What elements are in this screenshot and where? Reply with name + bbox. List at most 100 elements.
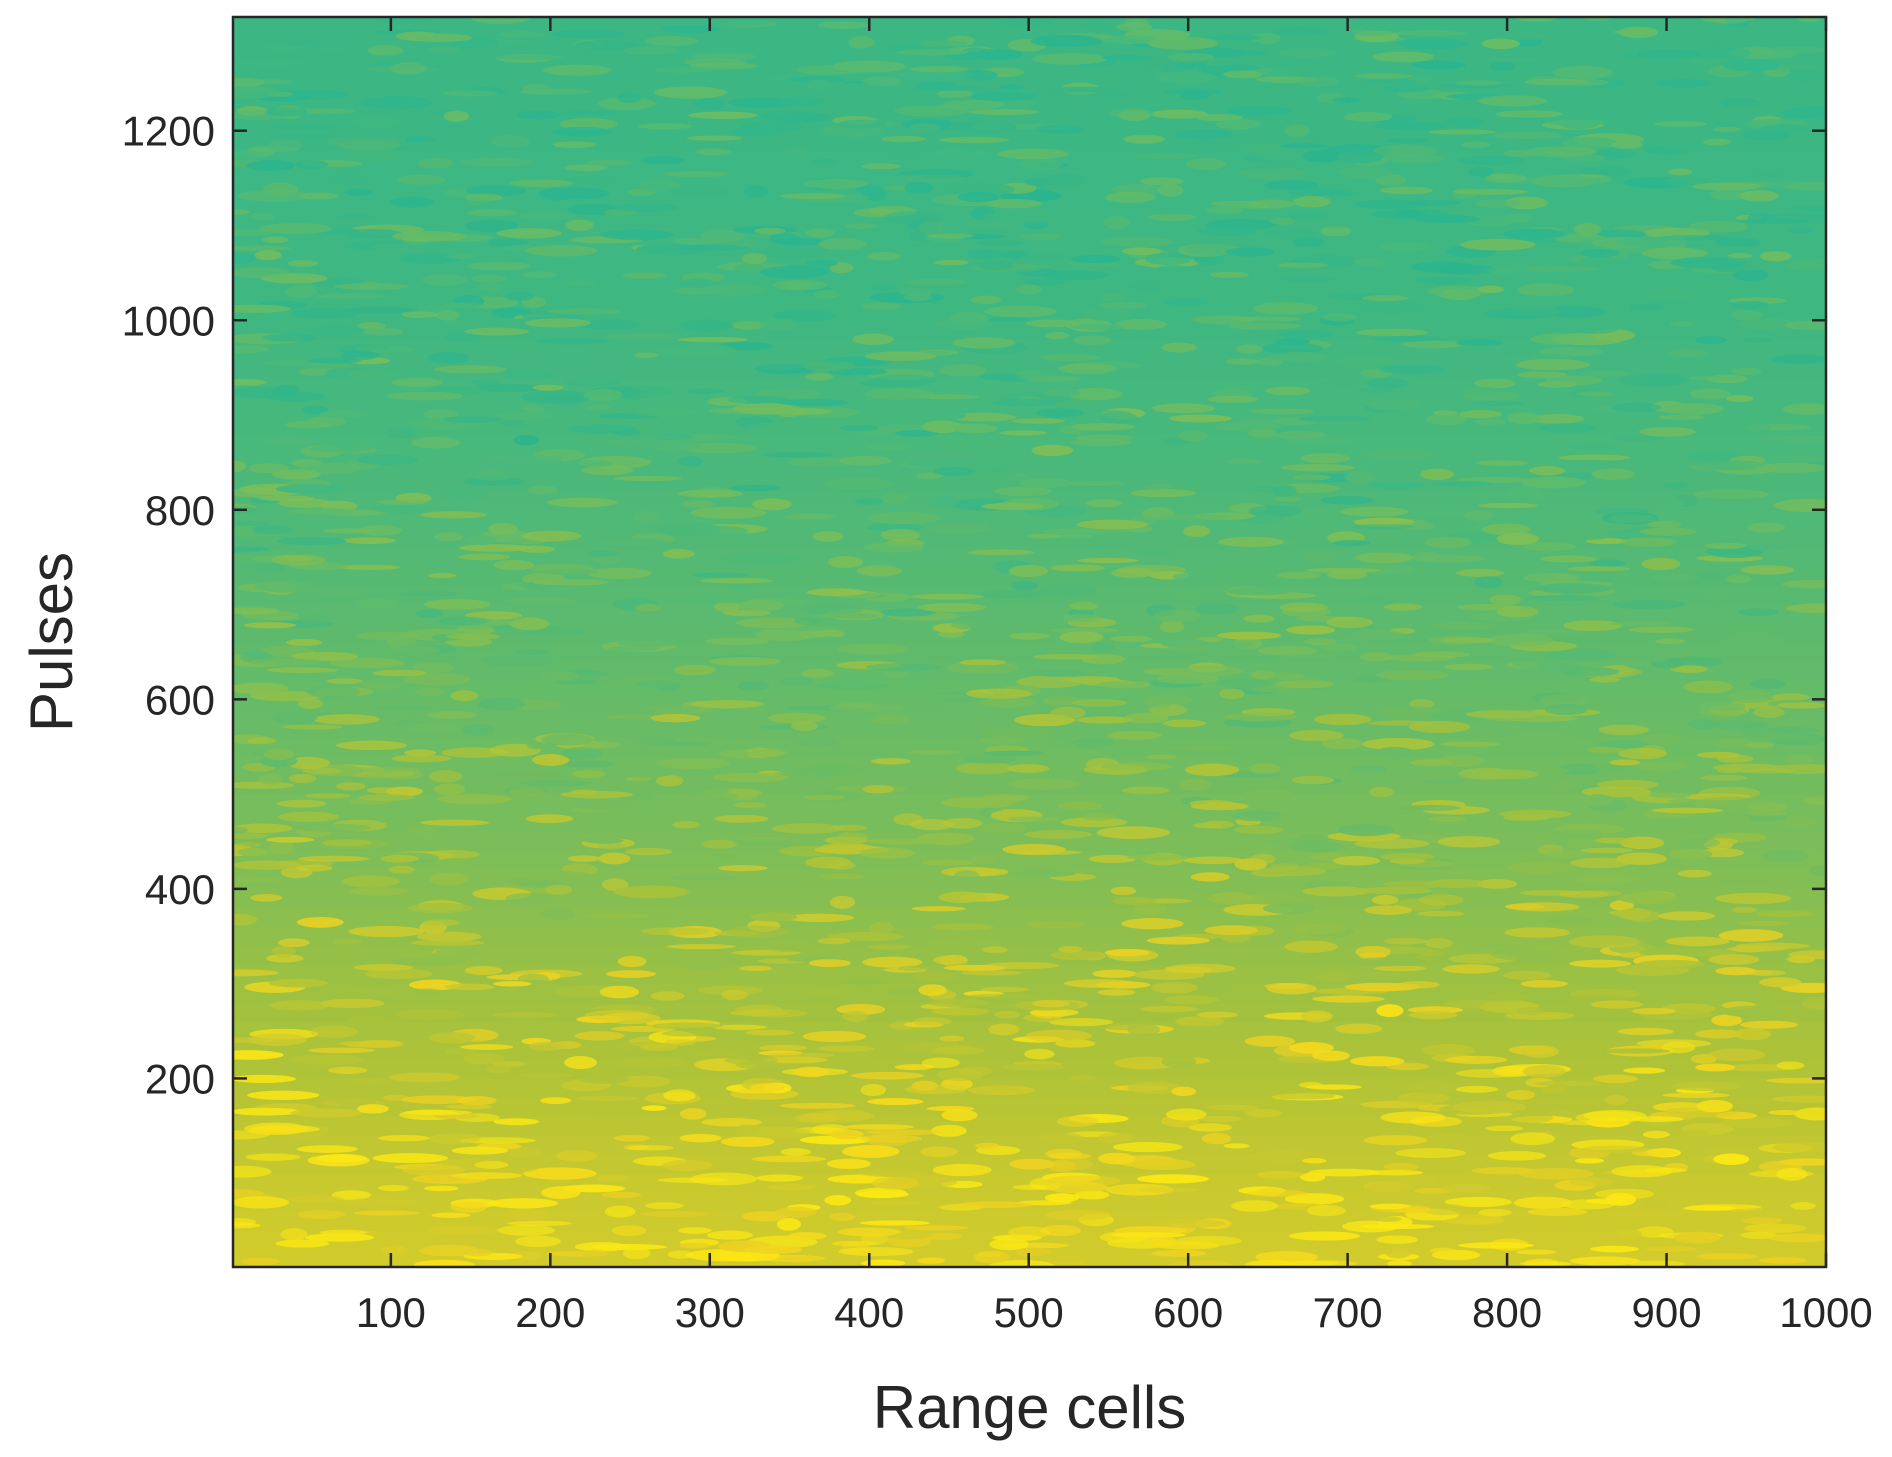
heatmap-streak [1164, 995, 1219, 1005]
heatmap-streak [1352, 957, 1428, 967]
heatmap-streak [1728, 101, 1787, 114]
heatmap-streak [1374, 965, 1427, 972]
heatmap-streak [1489, 61, 1516, 72]
heatmap-streak [983, 211, 1058, 223]
heatmap-streak [1521, 1045, 1559, 1058]
heatmap-streak [1592, 290, 1634, 296]
heatmap-streak [611, 1225, 647, 1237]
heatmap-streak [481, 654, 555, 667]
heatmap-streak [1379, 706, 1444, 719]
heatmap-streak [1380, 853, 1436, 861]
heatmap-streak [941, 1109, 978, 1122]
heatmap-streak [933, 259, 969, 266]
heatmap-streak [233, 860, 302, 870]
heatmap-streak [1210, 34, 1263, 41]
heatmap-streak [1134, 152, 1200, 160]
heatmap-streak [427, 710, 478, 720]
heatmap-streak [560, 790, 634, 799]
heatmap-streak [1420, 468, 1455, 481]
heatmap-streak [1437, 754, 1485, 768]
heatmap-streak [254, 250, 282, 261]
heatmap-streak [1638, 948, 1707, 957]
heatmap-streak [1029, 669, 1088, 677]
heatmap-streak [263, 435, 315, 447]
heatmap-streak [1312, 995, 1385, 1003]
heatmap-streak [755, 628, 815, 642]
heatmap-streak [706, 1230, 754, 1240]
heatmap-streak [680, 244, 748, 251]
heatmap-streak [427, 573, 457, 579]
heatmap-streak [1594, 837, 1633, 844]
heatmap-streak [998, 84, 1025, 91]
heatmap-streak [1350, 524, 1415, 530]
heatmap-image [233, 17, 1826, 1267]
heatmap-streak [747, 749, 784, 757]
heatmap-streak [286, 756, 330, 770]
heatmap-streak [1408, 1010, 1458, 1020]
heatmap-streak [1593, 507, 1650, 515]
heatmap-streak [838, 1247, 914, 1257]
heatmap-streak [1629, 303, 1666, 311]
heatmap-streak [1746, 522, 1786, 533]
heatmap-streak [662, 1159, 713, 1172]
heatmap-streak [1255, 1251, 1319, 1264]
heatmap-streak [748, 421, 819, 432]
heatmap-streak [989, 1238, 1029, 1251]
heatmap-streak [1183, 525, 1211, 538]
heatmap-streak [1025, 319, 1078, 328]
heatmap-streak [1332, 97, 1361, 103]
heatmap-streak [1058, 945, 1083, 953]
heatmap-streak [1643, 1199, 1669, 1209]
heatmap-streak [1153, 609, 1201, 623]
heatmap-streak [1284, 124, 1310, 137]
heatmap-streak [421, 274, 468, 287]
heatmap-streak [1727, 690, 1773, 704]
heatmap-streak [416, 1176, 464, 1183]
heatmap-streak [632, 407, 698, 417]
heatmap-streak [1642, 1130, 1670, 1139]
heatmap-streak [1061, 817, 1127, 828]
heatmap-streak [1320, 496, 1374, 505]
heatmap-streak [1423, 515, 1478, 529]
heatmap-streak [464, 477, 525, 486]
heatmap-streak [496, 769, 561, 779]
heatmap-streak [1139, 1187, 1198, 1193]
heatmap-streak [263, 748, 295, 761]
heatmap-streak [1430, 1133, 1467, 1143]
heatmap-streak [1658, 414, 1705, 420]
heatmap-streak [335, 214, 375, 220]
heatmap-streak [292, 571, 354, 583]
heatmap-streak [241, 1257, 280, 1266]
heatmap-streak [466, 535, 498, 546]
heatmap-streak [949, 120, 1017, 133]
heatmap-streak [266, 954, 304, 963]
heatmap-streak [1353, 597, 1395, 605]
heatmap-streak [1371, 895, 1399, 905]
heatmap-streak [1402, 1081, 1459, 1094]
heatmap-streak [1785, 754, 1814, 765]
heatmap-streak [460, 1044, 514, 1050]
heatmap-streak [271, 469, 321, 480]
heatmap-streak [320, 998, 385, 1009]
heatmap-streak [898, 287, 935, 296]
heatmap-band [233, 168, 1826, 189]
heatmap-streak [1100, 236, 1173, 247]
heatmap-streak [524, 318, 591, 328]
heatmap-streak [1731, 906, 1758, 914]
heatmap-streak [356, 1039, 405, 1048]
heatmap-streak [335, 782, 366, 791]
heatmap-streak [1544, 703, 1589, 716]
heatmap-streak [1374, 746, 1415, 760]
heatmap-streak [1127, 1081, 1182, 1095]
heatmap-streak [341, 875, 400, 888]
heatmap-streak [540, 907, 576, 920]
heatmap-streak [399, 591, 459, 597]
heatmap-streak [1110, 1232, 1186, 1238]
heatmap-streak [1512, 658, 1573, 670]
heatmap-streak [967, 549, 1035, 556]
heatmap-streak [918, 984, 947, 996]
heatmap-streak [368, 679, 404, 687]
heatmap-streak [446, 633, 501, 640]
heatmap-streak [1765, 46, 1826, 54]
heatmap-streak [842, 1010, 869, 1022]
